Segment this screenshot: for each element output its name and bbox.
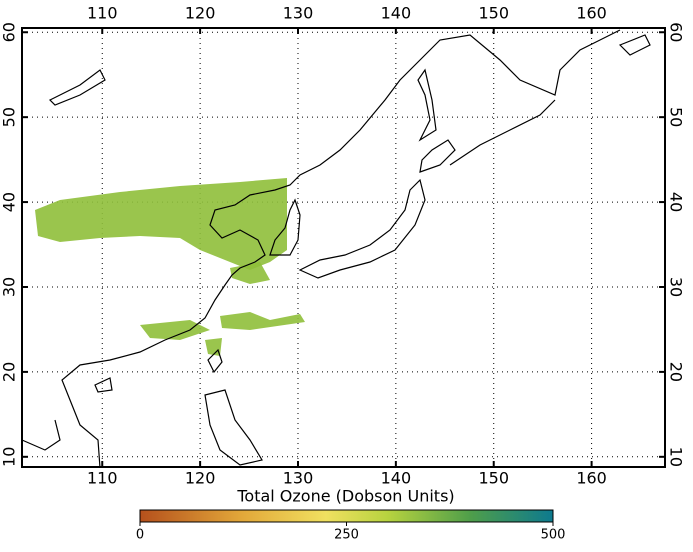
- colorbar: [139, 509, 554, 523]
- frame-border: [21, 27, 666, 468]
- lon-label-top: 110: [87, 4, 118, 23]
- lat-label-left: 40: [0, 192, 19, 212]
- lat-label-right: 30: [667, 277, 686, 297]
- map-frame: [21, 27, 666, 468]
- lon-label-top: 150: [478, 4, 509, 23]
- coastlines: [21, 29, 651, 469]
- lon-label-bottom: 110: [87, 469, 118, 488]
- graticule: [22, 28, 665, 467]
- lat-label-right: 20: [667, 362, 686, 382]
- lon-label-bottom: 120: [185, 469, 216, 488]
- lon-label-top: 140: [381, 4, 412, 23]
- lat-label-left: 60: [0, 22, 19, 42]
- lat-label-right: 50: [667, 107, 686, 127]
- lat-label-right: 60: [667, 22, 686, 42]
- lat-label-left: 10: [0, 447, 19, 467]
- lon-label-top: 130: [283, 4, 314, 23]
- lat-label-right: 40: [667, 192, 686, 212]
- colorbar-tick-label: 0: [136, 528, 144, 543]
- colorbar-title: Total Ozone (Dobson Units): [236, 487, 454, 506]
- lon-label-bottom: 140: [381, 469, 412, 488]
- ozone-swath: [35, 178, 305, 356]
- lon-label-top: 120: [185, 4, 216, 23]
- lon-label-bottom: 150: [478, 469, 509, 488]
- lat-label-left: 20: [0, 362, 19, 382]
- lat-label-right: 10: [667, 447, 686, 467]
- lon-label-top: 160: [576, 4, 607, 23]
- lon-label-bottom: 130: [283, 469, 314, 488]
- colorbar-tick-label: 250: [334, 528, 359, 543]
- lon-label-bottom: 160: [576, 469, 607, 488]
- lat-label-left: 30: [0, 277, 19, 297]
- colorbar-tick-label: 500: [541, 528, 566, 543]
- lat-label-left: 50: [0, 107, 19, 127]
- tick-labels: 110 110 120 120 130 130 140 140 150 150 160 160 10 10…: [0, 4, 686, 488]
